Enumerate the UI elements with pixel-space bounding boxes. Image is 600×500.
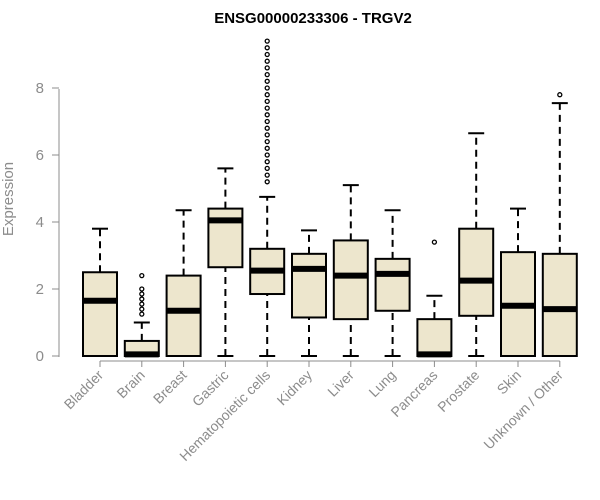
outlier-point bbox=[264, 165, 270, 172]
boxes bbox=[82, 38, 578, 358]
box-hematopoietic-cells bbox=[249, 38, 286, 357]
y-axis-ticks: 0 2 4 6 8 bbox=[36, 80, 59, 365]
outlier-point bbox=[139, 291, 145, 297]
y-axis-label: Expression bbox=[0, 162, 17, 236]
box-bladder bbox=[82, 227, 118, 357]
outlier-point bbox=[139, 301, 145, 307]
box-pancreas bbox=[416, 239, 453, 358]
outlier-point bbox=[431, 239, 438, 245]
outlier-point bbox=[264, 112, 270, 118]
box-breast bbox=[165, 209, 202, 358]
iqr-box bbox=[374, 257, 411, 312]
outlier-point bbox=[264, 38, 270, 44]
outlier-point bbox=[264, 125, 270, 131]
outlier-point bbox=[557, 92, 563, 98]
box-brain bbox=[123, 272, 160, 358]
iqr-box bbox=[165, 274, 202, 358]
outlier-point bbox=[264, 132, 270, 138]
x-tick-label: Lung bbox=[365, 367, 398, 400]
x-tick-label: Bladder bbox=[61, 367, 107, 413]
outlier-point bbox=[264, 92, 270, 98]
iqr-box bbox=[541, 252, 578, 357]
outlier-point bbox=[264, 85, 270, 91]
box-liver bbox=[332, 184, 369, 357]
outlier-point bbox=[264, 138, 270, 145]
x-tick-label: Prostate bbox=[434, 367, 482, 415]
outlier-point bbox=[264, 51, 270, 58]
outlier-point bbox=[264, 179, 270, 185]
iqr-box bbox=[291, 252, 327, 319]
x-tick-label: Breast bbox=[150, 367, 190, 407]
outlier-point bbox=[264, 71, 270, 78]
box-prostate bbox=[458, 132, 495, 357]
outlier-point bbox=[264, 58, 270, 64]
outlier-point bbox=[139, 296, 145, 302]
x-tick-label: Unknown / Other bbox=[480, 367, 566, 453]
iqr-box bbox=[458, 227, 495, 317]
iqr-box bbox=[332, 239, 369, 321]
outlier-point bbox=[264, 45, 270, 51]
outlier-point bbox=[264, 105, 270, 111]
y-tick-label: 8 bbox=[36, 80, 44, 97]
chart-title: ENSG00000233306 - TRGV2 bbox=[214, 10, 412, 27]
x-tick-label: Kidney bbox=[274, 367, 316, 409]
y-tick-label: 2 bbox=[36, 281, 44, 298]
x-tick-label: Liver bbox=[324, 367, 357, 400]
outlier-point bbox=[264, 98, 270, 105]
iqr-box bbox=[416, 318, 453, 357]
outlier-point bbox=[264, 172, 270, 178]
outlier-point bbox=[139, 286, 145, 292]
outlier-point bbox=[139, 311, 145, 317]
y-tick-label: 4 bbox=[36, 214, 44, 231]
outlier-point bbox=[264, 152, 270, 158]
outlier-point bbox=[139, 272, 145, 279]
y-tick-label: 6 bbox=[36, 147, 44, 164]
outlier-point bbox=[264, 159, 270, 165]
box-kidney bbox=[291, 229, 327, 357]
box-unknown-other bbox=[541, 92, 578, 357]
x-tick-label: Brain bbox=[113, 367, 147, 401]
outlier-point bbox=[264, 145, 270, 151]
outlier-point bbox=[264, 118, 270, 125]
box-gastric bbox=[207, 167, 244, 357]
y-tick-label: 0 bbox=[36, 348, 44, 365]
outlier-point bbox=[139, 306, 145, 312]
outlier-point bbox=[264, 65, 270, 71]
iqr-box bbox=[82, 271, 118, 357]
box-lung bbox=[374, 209, 411, 357]
box-skin bbox=[500, 207, 536, 357]
x-tick-label: Skin bbox=[494, 367, 525, 398]
outlier-point bbox=[264, 78, 270, 84]
